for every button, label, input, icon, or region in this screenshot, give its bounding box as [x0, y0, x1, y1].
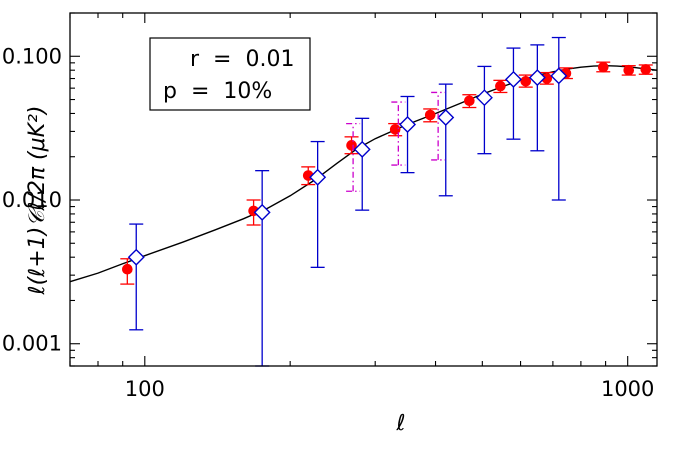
y-axis-title: ℓ(ℓ+1)𝒞ℓ/2π (μK²): [25, 106, 50, 296]
data-point-diamond: [475, 89, 493, 107]
data-point-circle: [389, 124, 401, 135]
y-tick-label: 0.100: [2, 44, 62, 68]
data-point-circle: [495, 80, 506, 92]
data-point-diamond: [309, 168, 327, 186]
x-tick-label: 100: [125, 377, 165, 401]
y-tick-label: 0.001: [2, 332, 62, 356]
data-point-diamond: [353, 140, 371, 158]
x-axis-title: ℓ: [395, 411, 405, 436]
series-diamond: [127, 36, 568, 367]
data-point-circle: [464, 95, 475, 107]
data-point-circle: [640, 64, 652, 75]
data-point-circle: [597, 61, 609, 73]
data-point-diamond: [437, 109, 455, 126]
y-tick-label: 0.010: [2, 188, 62, 212]
data-points-layer: [120, 36, 653, 367]
legend-line-r: r = 0.01: [190, 47, 294, 72]
plot-frame: [69, 12, 658, 367]
data-point-diamond: [504, 70, 522, 88]
data-point-circle: [424, 109, 436, 121]
legend-line-p: p = 10%: [163, 79, 272, 104]
series-none: [346, 91, 446, 192]
data-point-circle: [623, 64, 635, 76]
data-point-diamond: [399, 116, 417, 134]
data-point-diamond: [127, 248, 145, 266]
data-point-diamond: [550, 67, 568, 85]
series-circle: [120, 61, 653, 285]
data-point-circle: [520, 75, 532, 87]
legend-box: r = 0.01 p = 10%: [149, 37, 311, 111]
data-point-circle: [122, 263, 133, 275]
data-point-diamond: [253, 203, 271, 221]
data-point-diamond: [528, 69, 546, 87]
x-tick-label: 1000: [601, 377, 654, 401]
axes-layer: 100 1000 0.001 0.010 0.100: [2, 12, 657, 401]
data-point-circle: [541, 73, 553, 84]
data-point-circle: [346, 140, 357, 151]
